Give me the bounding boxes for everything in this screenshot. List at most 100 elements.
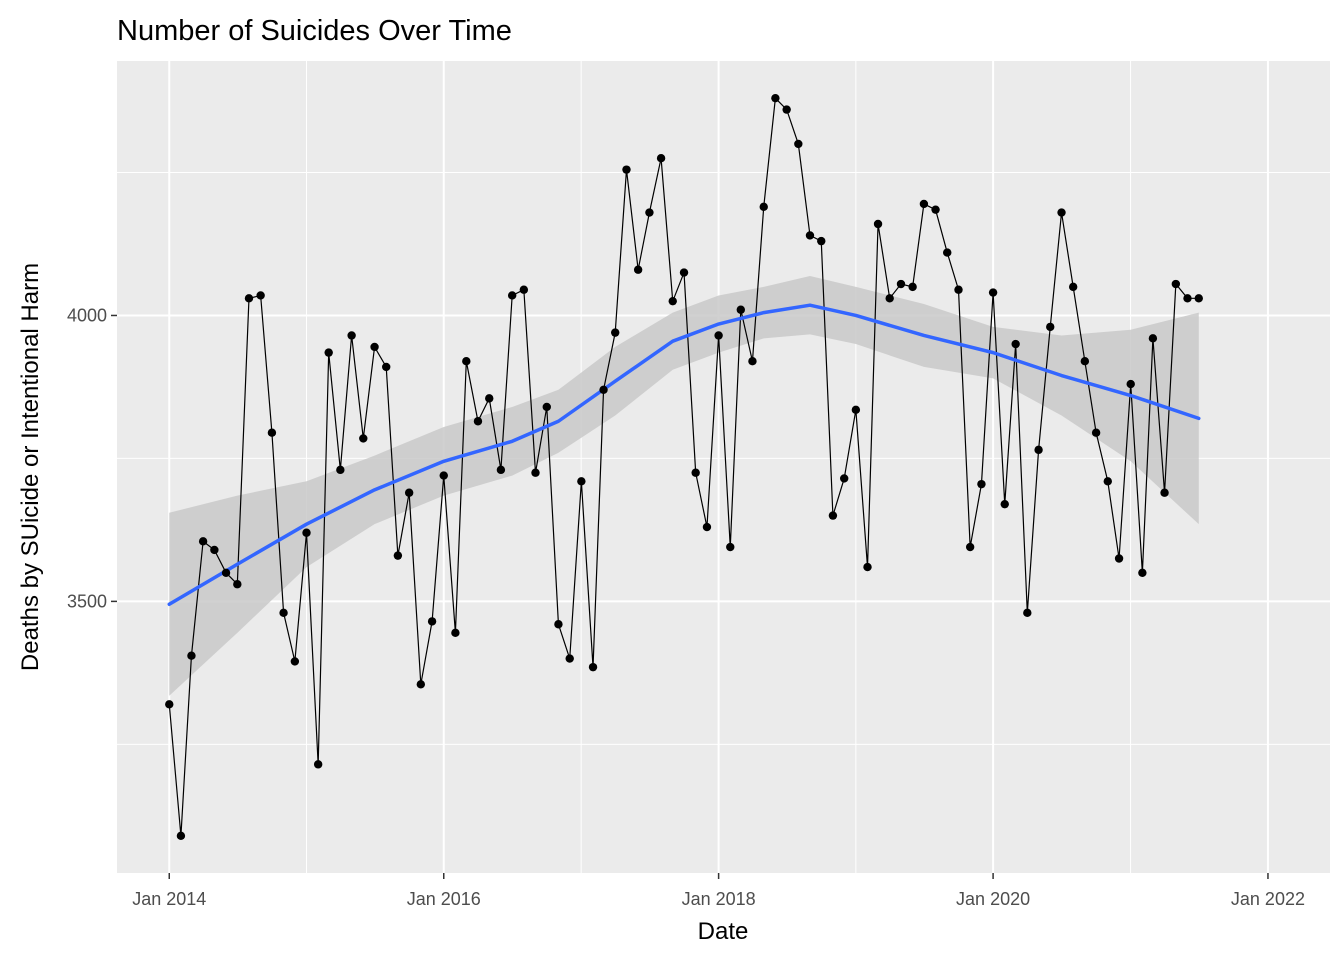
data-point bbox=[954, 285, 963, 294]
data-point bbox=[187, 651, 196, 660]
data-point bbox=[1046, 322, 1055, 332]
x-tick-label: Jan 2014 bbox=[132, 889, 206, 909]
data-point bbox=[908, 282, 917, 292]
data-point bbox=[382, 362, 391, 372]
data-point bbox=[347, 331, 356, 340]
data-point bbox=[668, 296, 677, 306]
data-point bbox=[267, 428, 277, 437]
data-point bbox=[919, 199, 929, 209]
data-point bbox=[726, 542, 735, 552]
data-point bbox=[313, 760, 323, 769]
data-point bbox=[393, 551, 403, 560]
data-point bbox=[611, 328, 620, 337]
data-point bbox=[427, 617, 437, 626]
data-point bbox=[1148, 334, 1158, 343]
data-point bbox=[404, 488, 414, 497]
data-point bbox=[233, 580, 242, 589]
data-point bbox=[977, 479, 986, 489]
data-point bbox=[943, 248, 952, 257]
x-axis-title: Date bbox=[698, 918, 749, 945]
data-point bbox=[965, 542, 975, 552]
data-point bbox=[473, 417, 483, 426]
data-point bbox=[370, 342, 379, 352]
data-point bbox=[702, 522, 712, 532]
data-point bbox=[244, 294, 254, 303]
data-point bbox=[577, 477, 586, 486]
x-tick-label: Jan 2018 bbox=[682, 889, 756, 909]
data-point bbox=[1000, 499, 1009, 509]
y-axis-title: Deaths by SUicide or Intentional Harm bbox=[17, 263, 44, 671]
data-point bbox=[1011, 339, 1020, 349]
data-point bbox=[931, 205, 940, 214]
y-tick-label: 3500 bbox=[67, 591, 107, 611]
data-point bbox=[599, 385, 608, 395]
data-point bbox=[1080, 357, 1090, 366]
data-point bbox=[714, 331, 723, 340]
data-point bbox=[851, 405, 861, 415]
data-point bbox=[691, 468, 700, 477]
data-point bbox=[221, 568, 231, 577]
data-point bbox=[1057, 208, 1066, 217]
data-point bbox=[1023, 608, 1032, 618]
data-point bbox=[1171, 279, 1181, 289]
data-point bbox=[542, 402, 551, 412]
data-point bbox=[210, 545, 219, 555]
data-point bbox=[896, 279, 906, 289]
data-point bbox=[531, 468, 540, 477]
x-axis: Jan 2014 Jan 2016 Jan 2018 Jan 2020 Jan 2022 bbox=[132, 873, 1305, 909]
data-point bbox=[817, 236, 826, 246]
data-point bbox=[416, 680, 426, 689]
data-point bbox=[782, 105, 791, 114]
data-point bbox=[1126, 379, 1135, 389]
data-point bbox=[198, 537, 208, 546]
data-point bbox=[359, 434, 368, 443]
confidence-band bbox=[169, 276, 1199, 696]
data-point bbox=[496, 465, 506, 475]
data-point bbox=[873, 219, 883, 229]
data-point bbox=[507, 291, 517, 300]
x-tick-label: Jan 2016 bbox=[407, 889, 481, 909]
data-point bbox=[1160, 488, 1169, 497]
data-point bbox=[1068, 282, 1078, 292]
data-point bbox=[863, 562, 872, 572]
data-point bbox=[1034, 445, 1043, 455]
data-point bbox=[839, 474, 849, 483]
data-point bbox=[588, 662, 598, 672]
data-point bbox=[336, 465, 345, 475]
data-point bbox=[1091, 428, 1101, 437]
data-point bbox=[462, 357, 471, 366]
y-tick-label: 4000 bbox=[67, 305, 107, 325]
data-point bbox=[176, 831, 186, 841]
data-point bbox=[794, 139, 803, 149]
data-point bbox=[1183, 294, 1192, 303]
x-tick-label: Jan 2022 bbox=[1231, 889, 1305, 909]
points-layer bbox=[165, 93, 1203, 841]
data-point bbox=[279, 608, 288, 618]
data-point bbox=[679, 268, 689, 277]
x-tick-label: Jan 2020 bbox=[956, 889, 1030, 909]
data-point bbox=[519, 285, 529, 294]
data-point bbox=[1103, 477, 1112, 486]
data-point bbox=[1138, 568, 1147, 577]
data-point bbox=[439, 471, 448, 480]
data-point bbox=[451, 628, 460, 638]
data-point bbox=[771, 93, 780, 103]
confidence-band-layer bbox=[169, 276, 1199, 696]
data-point bbox=[633, 265, 643, 274]
data-point bbox=[656, 154, 666, 163]
data-point bbox=[554, 620, 563, 629]
smooth-layer bbox=[167, 303, 1201, 606]
data-point bbox=[828, 511, 838, 520]
data-point bbox=[290, 657, 300, 666]
data-point bbox=[324, 348, 333, 357]
data-point bbox=[302, 528, 311, 537]
data-point bbox=[1194, 294, 1203, 303]
data-point bbox=[805, 231, 815, 240]
data-point bbox=[885, 294, 894, 303]
data-point bbox=[736, 305, 745, 314]
y-axis: 3500 4000 bbox=[67, 305, 117, 611]
chart-title: Number of Suicides Over Time bbox=[117, 15, 512, 47]
data-point bbox=[622, 165, 631, 174]
data-point bbox=[485, 394, 494, 403]
